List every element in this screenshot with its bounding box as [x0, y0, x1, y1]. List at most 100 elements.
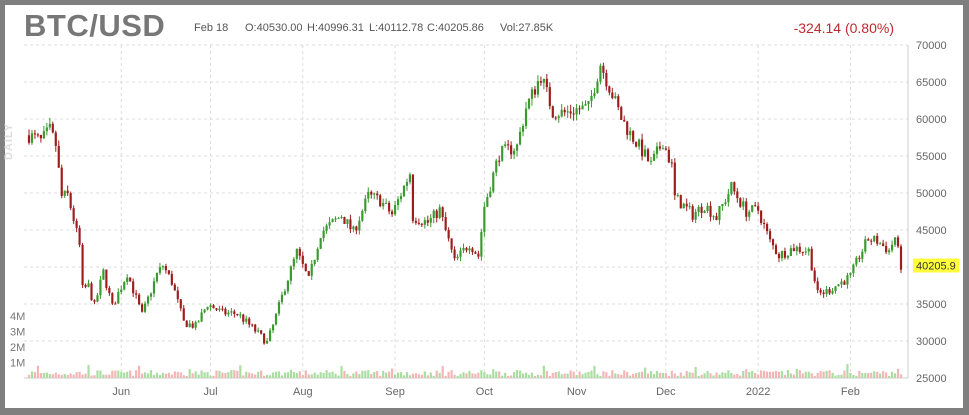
candle-body [90, 283, 93, 301]
candle-body [536, 81, 540, 95]
volume-bar [584, 372, 587, 378]
candle-body [408, 174, 412, 183]
grid-lines [24, 44, 909, 379]
candle-body [206, 306, 209, 310]
volume-bar [239, 365, 242, 378]
volume-bar [346, 374, 349, 378]
volume-bar [798, 370, 801, 378]
candle-body [54, 132, 57, 146]
candle-body [66, 190, 69, 194]
volume-bar [849, 372, 852, 378]
candle-body [212, 305, 215, 309]
candle-body [896, 237, 900, 247]
volume-bar [182, 375, 185, 378]
volume-bar [301, 374, 304, 378]
candle-body [542, 78, 545, 83]
candle-body [301, 255, 304, 264]
volume-bar [221, 372, 224, 378]
candle-body [325, 225, 328, 231]
candle-body [283, 291, 287, 295]
candle-body [114, 303, 117, 305]
volume-bar [795, 369, 798, 378]
candle-body [194, 322, 197, 328]
volume-bar [575, 374, 578, 378]
candle-body [289, 266, 292, 281]
volume-bar [364, 370, 367, 378]
volume-bar [167, 372, 170, 378]
candle-body [274, 313, 278, 325]
open-value: O:40530.00 [245, 22, 303, 34]
candle-body [524, 108, 528, 126]
volume-tick-label: 2M [10, 342, 25, 354]
volume-bar [718, 374, 721, 378]
volume-bar [385, 372, 388, 378]
volume-bar [423, 371, 426, 378]
candle-body [539, 81, 542, 83]
candle-body [135, 293, 138, 295]
volume-bar [501, 375, 504, 378]
volume-bar [295, 372, 298, 378]
candle-body [99, 279, 102, 296]
candle-body [435, 210, 438, 219]
candle-body [789, 248, 792, 256]
volume-bar [355, 371, 358, 378]
candle-body [652, 153, 656, 161]
candle-body [521, 125, 525, 132]
volume-bar [337, 375, 340, 378]
volume-bar [30, 371, 34, 378]
volume-bar [706, 370, 709, 378]
candle-body [792, 248, 795, 251]
volume-bar [376, 371, 379, 378]
volume-bar [736, 373, 739, 378]
volume-bar [480, 370, 483, 378]
close-value: C:40205.86 [427, 22, 484, 34]
candle-body [45, 127, 48, 132]
volume-bar [703, 373, 706, 378]
candle-body [313, 259, 316, 264]
candle-body [444, 217, 447, 230]
volume-bar [661, 372, 664, 378]
volume-bar [426, 375, 429, 378]
candle-body [572, 113, 575, 115]
volume-bar [599, 375, 602, 378]
candle-body [527, 98, 531, 109]
volume-bar [66, 375, 69, 378]
candle-body [167, 270, 170, 274]
candle-body [72, 208, 75, 221]
date-tick-label: Sep [385, 386, 405, 398]
volume-bar [340, 366, 343, 378]
volume-bar [164, 373, 167, 378]
candle-body [334, 218, 337, 220]
volume-bar [456, 375, 459, 378]
volume-bar [733, 374, 736, 378]
volume-bar [405, 372, 409, 378]
volume-bar [149, 370, 153, 378]
date-tick-label: Feb [841, 386, 860, 398]
candle-body [623, 119, 626, 122]
volume-bar [676, 375, 679, 378]
volume-bars [27, 364, 903, 378]
volume-bar [825, 370, 828, 378]
volume-bar [617, 374, 620, 378]
candle-body [557, 116, 560, 118]
volume-bar [432, 375, 435, 378]
price-tick-label: 55000 [916, 151, 947, 163]
candle-body [438, 207, 441, 219]
candle-body [709, 205, 712, 217]
volume-bar [629, 375, 632, 378]
volume-bar [867, 373, 870, 378]
volume-bar [176, 371, 179, 378]
volume-bar [408, 375, 412, 378]
candle-body [33, 133, 37, 135]
volume-bar [679, 372, 682, 378]
candle-body [507, 144, 510, 146]
volume-bar [816, 372, 819, 378]
volume-bar [548, 375, 551, 378]
volume-bar [191, 373, 194, 378]
candle-body [450, 238, 453, 250]
candle-body [888, 250, 891, 253]
volume-bar [527, 374, 531, 378]
candle-body [837, 284, 840, 287]
volume-bar [807, 371, 810, 378]
